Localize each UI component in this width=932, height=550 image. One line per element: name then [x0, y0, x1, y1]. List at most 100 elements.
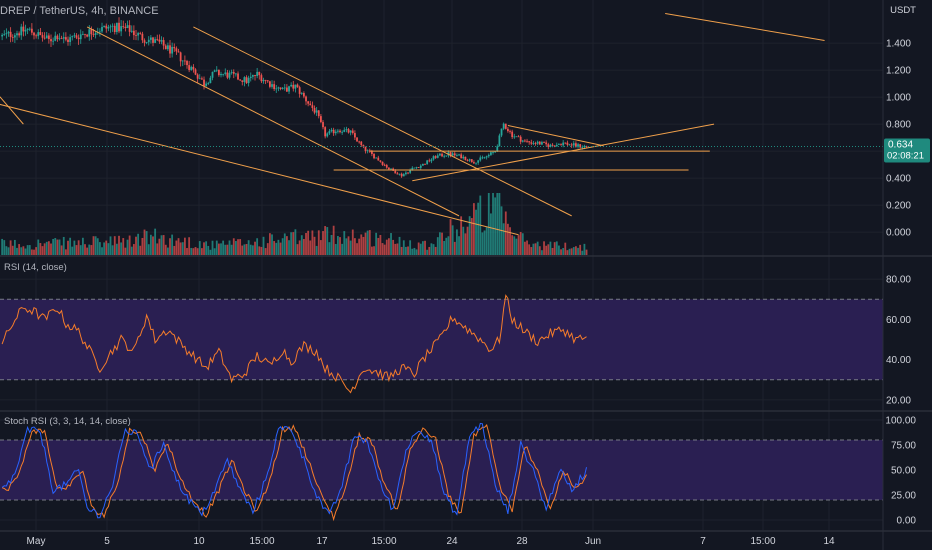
volume-bar	[436, 237, 439, 255]
candle-body	[324, 127, 327, 137]
volume-bar	[283, 233, 286, 255]
volume-bar	[543, 241, 545, 255]
volume-bar	[441, 232, 443, 255]
volume-bar	[30, 249, 33, 255]
volume-bar	[205, 241, 208, 255]
volume-bar	[558, 245, 560, 255]
volume-bar	[33, 249, 35, 255]
volume-bar	[311, 230, 314, 255]
volume-bar	[549, 241, 552, 255]
candle-body	[547, 144, 550, 147]
candle-body	[103, 25, 106, 27]
price-tick-label: 0.200	[886, 201, 911, 212]
candle-body	[164, 45, 167, 50]
volume-bar	[232, 238, 235, 255]
volume-bar	[347, 236, 350, 255]
volume-bar	[166, 247, 169, 255]
volume-bar	[92, 236, 95, 255]
volume-bar	[339, 237, 341, 255]
volume-bar	[262, 236, 265, 255]
candle-body	[137, 33, 140, 36]
candle-body	[388, 167, 390, 170]
volume-bar	[513, 236, 516, 255]
candle-body	[11, 37, 14, 38]
candle-body	[445, 155, 448, 157]
volume-bar	[18, 244, 21, 255]
volume-bar	[526, 240, 528, 255]
price-tick-label: 1.400	[886, 39, 911, 50]
volume-bar	[200, 248, 203, 255]
candle-body	[360, 141, 363, 146]
volume-bar	[120, 242, 123, 255]
candle-body	[245, 77, 248, 84]
volume-bar	[358, 238, 361, 255]
volume-bar	[141, 237, 144, 255]
volume-bar	[35, 247, 38, 255]
volume-bar	[37, 239, 40, 255]
candle-body	[528, 141, 531, 143]
volume-bar	[326, 227, 329, 255]
candle-body	[566, 142, 569, 145]
candle-body	[79, 34, 82, 40]
volume-bar	[273, 241, 276, 255]
candle-body	[530, 142, 533, 144]
candle-body	[5, 33, 8, 35]
candle-body	[207, 83, 210, 84]
volume-bar	[407, 246, 409, 255]
volume-bar	[245, 244, 248, 255]
candle-body	[84, 33, 86, 35]
candle-body	[524, 140, 526, 142]
volume-bar	[502, 223, 505, 255]
candle-body	[526, 140, 528, 142]
volume-bar	[432, 244, 435, 255]
volume-bar	[402, 240, 405, 255]
volume-bar	[58, 239, 61, 255]
candle-body	[354, 133, 356, 138]
volume-bar	[254, 241, 256, 255]
candle-body	[277, 87, 280, 89]
volume-bar	[266, 243, 269, 255]
candle-body	[105, 25, 108, 29]
time-tick-label: 7	[700, 536, 706, 547]
volume-bar	[300, 235, 303, 255]
candle-body	[241, 80, 244, 82]
candle-body	[169, 45, 171, 54]
volume-bar	[341, 243, 344, 255]
candle-body	[439, 153, 441, 156]
volume-bar	[294, 229, 297, 255]
volume-bar	[179, 242, 182, 255]
candle-body	[145, 42, 148, 43]
volume-bar	[371, 246, 373, 255]
volume-bar	[173, 245, 176, 255]
candle-body	[186, 60, 188, 66]
trendline-3	[193, 26, 572, 217]
candle-body	[160, 40, 163, 42]
candle-body	[126, 25, 129, 29]
candle-body	[230, 71, 233, 73]
volume-bar	[368, 230, 371, 255]
volume-bar	[405, 246, 407, 255]
volume-bar	[279, 242, 282, 255]
time-tick-label: 15:00	[371, 536, 396, 547]
volume-bar	[230, 244, 233, 255]
volume-bar	[281, 238, 284, 255]
candle-body	[224, 72, 227, 74]
candle-body	[69, 37, 72, 42]
candle-body	[517, 136, 520, 138]
volume-bar	[356, 243, 358, 255]
volume-bar	[428, 246, 431, 255]
candle-body	[162, 40, 165, 46]
volume-bar	[113, 236, 116, 255]
volume-bar	[69, 237, 72, 255]
candle-body	[424, 163, 426, 165]
candle-body	[390, 168, 392, 170]
volume-bar	[324, 226, 327, 255]
candle-body	[464, 156, 467, 161]
volume-bar	[517, 235, 520, 255]
volume-bar	[226, 244, 229, 255]
candle-body	[536, 141, 539, 144]
volume-bar	[41, 246, 44, 255]
volume-bar	[11, 245, 14, 255]
candle-body	[521, 140, 524, 142]
